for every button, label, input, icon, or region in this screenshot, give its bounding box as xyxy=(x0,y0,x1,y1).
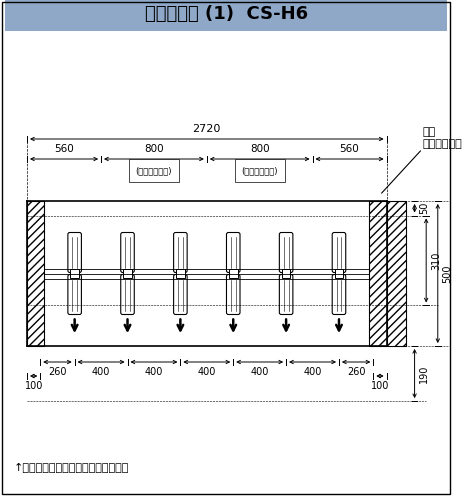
Text: 800: 800 xyxy=(250,144,270,154)
Text: 100: 100 xyxy=(371,381,389,391)
Bar xyxy=(176,269,185,278)
Text: 50: 50 xyxy=(419,202,430,214)
FancyBboxPatch shape xyxy=(332,274,346,314)
Bar xyxy=(123,269,132,278)
FancyBboxPatch shape xyxy=(279,233,293,272)
Text: 560: 560 xyxy=(54,144,74,154)
FancyBboxPatch shape xyxy=(227,233,240,272)
Bar xyxy=(5,0,447,31)
Bar xyxy=(70,269,79,278)
Text: 560: 560 xyxy=(340,144,359,154)
FancyBboxPatch shape xyxy=(332,233,346,272)
Text: 400: 400 xyxy=(197,367,216,377)
Text: 400: 400 xyxy=(303,367,322,377)
Text: (アンカー芯々): (アンカー芯々) xyxy=(241,166,278,175)
Text: 400: 400 xyxy=(250,367,269,377)
Text: ↑矢印の方向は自転車収納方向を示す: ↑矢印の方向は自転車収納方向を示す xyxy=(14,463,129,473)
FancyBboxPatch shape xyxy=(279,274,293,314)
FancyBboxPatch shape xyxy=(174,233,187,272)
FancyBboxPatch shape xyxy=(174,274,187,314)
Text: 190: 190 xyxy=(419,365,430,383)
FancyBboxPatch shape xyxy=(68,274,81,314)
Text: (アンカー芯々): (アンカー芯々) xyxy=(136,166,172,175)
Text: 310: 310 xyxy=(431,251,441,270)
FancyBboxPatch shape xyxy=(121,233,134,272)
Text: 400: 400 xyxy=(92,367,110,377)
Text: 800: 800 xyxy=(144,144,164,154)
FancyBboxPatch shape xyxy=(121,274,134,314)
Bar xyxy=(282,269,291,278)
Bar xyxy=(369,201,387,346)
FancyBboxPatch shape xyxy=(68,233,81,272)
Text: 500: 500 xyxy=(443,264,453,283)
FancyBboxPatch shape xyxy=(227,274,240,314)
Text: 基礎平面図 (1)  CS-H6: 基礎平面図 (1) CS-H6 xyxy=(145,5,307,23)
Text: 100: 100 xyxy=(24,381,43,391)
Text: 400: 400 xyxy=(145,367,163,377)
Text: 260: 260 xyxy=(347,367,366,377)
Text: 260: 260 xyxy=(48,367,67,377)
Bar xyxy=(387,201,406,346)
Bar xyxy=(229,269,238,278)
Text: 土間
コンクリート: 土間 コンクリート xyxy=(422,126,462,149)
Text: 2720: 2720 xyxy=(193,124,221,134)
Bar xyxy=(27,201,44,346)
Bar xyxy=(335,269,344,278)
